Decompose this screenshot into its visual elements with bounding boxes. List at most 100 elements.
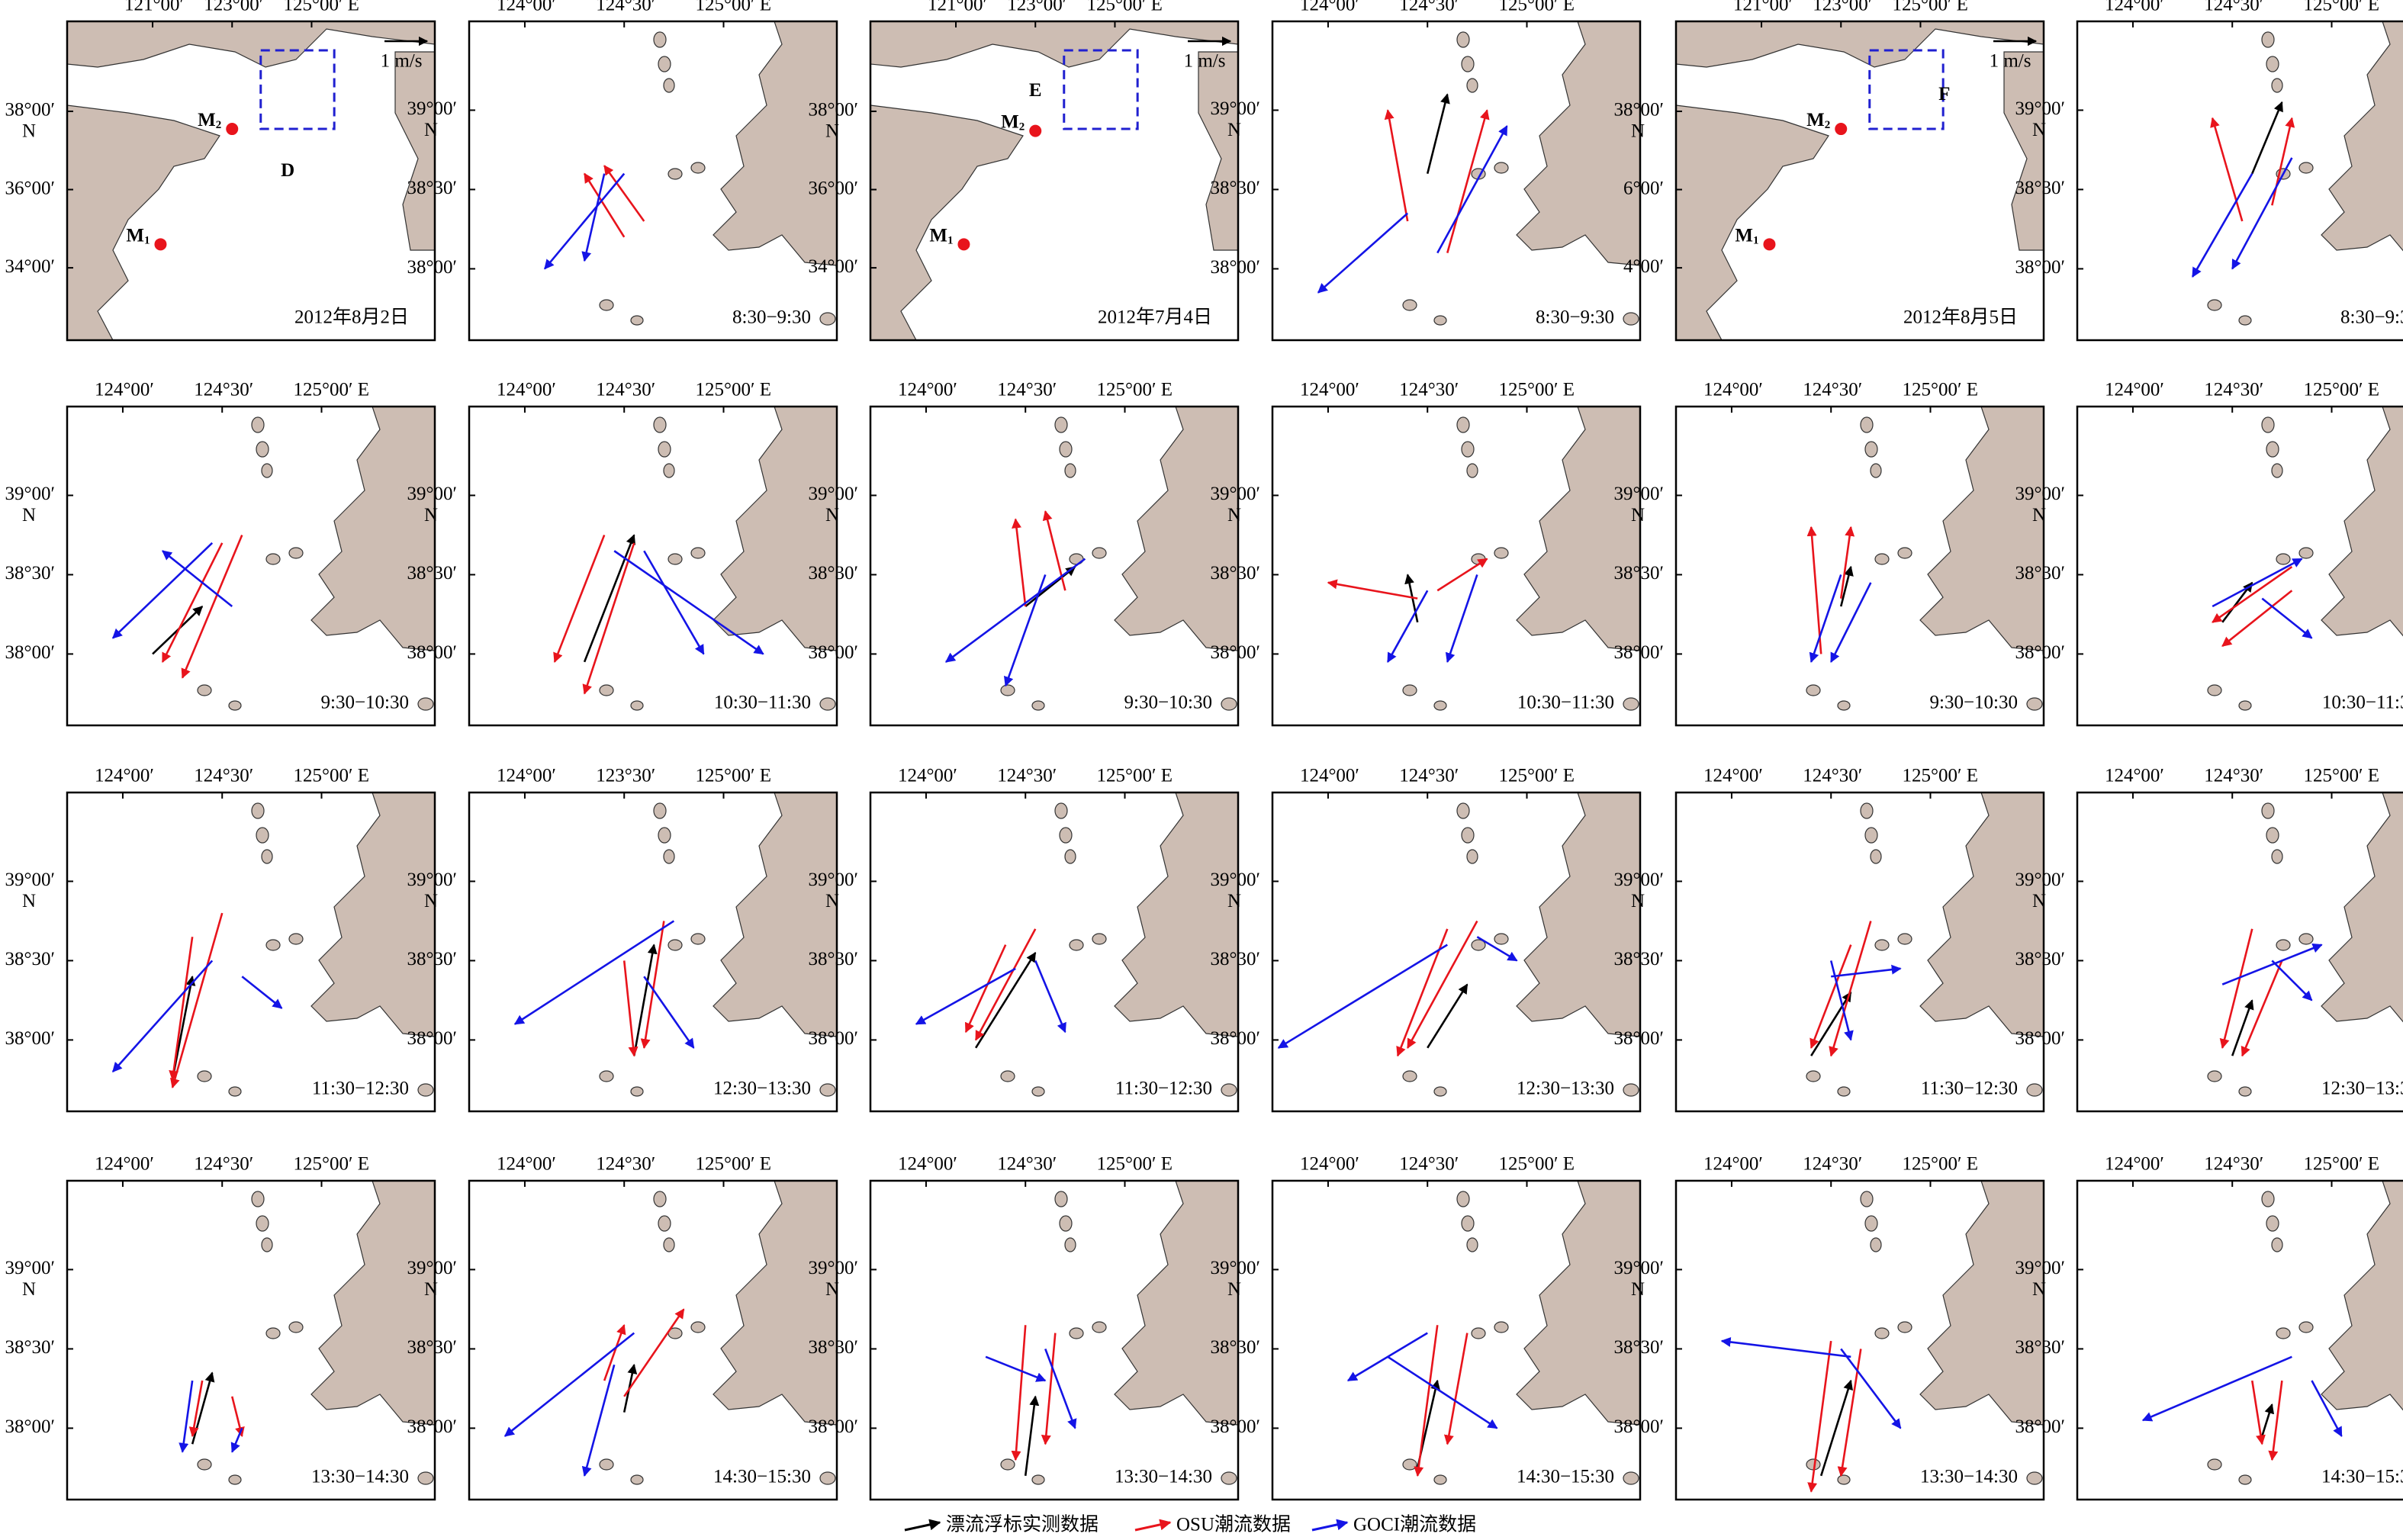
current-vector <box>643 550 705 655</box>
lon-tick-label: 121°00′ <box>928 0 987 15</box>
map-body <box>1806 407 2044 711</box>
lon-tick-label: 124°30′ <box>1399 380 1459 400</box>
lat-unit: N <box>22 891 36 911</box>
lon-tick-label: 124°00′ <box>2105 380 2164 400</box>
station-sub: 1 <box>1753 235 1759 247</box>
lon-tick-label: 124°30′ <box>1399 1154 1459 1175</box>
current-vector <box>553 534 606 664</box>
lat-unit: N <box>1631 121 1645 142</box>
lat-tick-label: 38°00′ <box>2015 1416 2065 1437</box>
station-label: M1 <box>1735 225 1758 247</box>
current-vector <box>181 534 243 679</box>
current-vector <box>623 1308 685 1397</box>
panel-label: 11:30−12:30 <box>1921 1079 2018 1099</box>
map-panel: 121°00′ 123°00′ 125°00′ E38°00′N36°00′34°0… <box>5 0 436 342</box>
current-vector <box>1386 590 1429 663</box>
lat-tick-label: 38°00′ <box>5 642 55 663</box>
current-vector <box>169 937 194 1081</box>
lon-tick-label: 125°00′ E <box>1498 380 1575 400</box>
frame <box>1674 20 2045 342</box>
panel-label: 8:30−9:30 <box>1536 307 1614 328</box>
lon-tick-label: 124°30′ <box>1803 1154 1862 1175</box>
lon-tick-label: 124°30′ <box>2204 380 2263 400</box>
current-vector <box>544 172 626 270</box>
current-vector <box>1042 510 1066 591</box>
current-vector <box>1414 1325 1439 1477</box>
current-vector <box>1317 212 1409 294</box>
panel-label: 9:30−10:30 <box>1124 693 1213 713</box>
lat-tick-label: 38°00′ <box>1614 642 1664 663</box>
lat-tick-label: 38°00′ <box>5 1416 55 1437</box>
lat-tick-label: 38°30′ <box>1211 949 1260 969</box>
map-panel: 124°00′ 124°30′ 125°00′ E39°00′N38°30′38°0… <box>1211 766 1642 1113</box>
lat-tick-label: 38°30′ <box>809 949 858 969</box>
panel-label: 9:30−10:30 <box>321 693 410 713</box>
lat-tick-label: 39°00′ <box>809 1258 858 1278</box>
lon-tick-label: 124°00′ <box>95 766 154 786</box>
lat-tick-label: 38°00′ <box>1211 1028 1260 1049</box>
map-panel: 124°00′ 124°30′ 125°00′ E39°00′N38°30′38°0… <box>809 380 1240 727</box>
lon-tick-label: 123°30′ <box>596 766 655 786</box>
station-name: M <box>1001 111 1019 132</box>
lat-tick-label: 39°00′ <box>1211 1258 1260 1278</box>
map-panel: 124°00′ 124°30′ 125°00′ E39°00′N38°30′38°0… <box>5 766 436 1113</box>
frame <box>869 405 1240 727</box>
lon-tick-label: 124°00′ <box>1300 766 1359 786</box>
current-vector <box>230 1396 245 1438</box>
station-label: M1 <box>929 225 953 247</box>
lat-tick-label: 39°00′ <box>1211 870 1260 890</box>
current-vector <box>2241 960 2283 1057</box>
current-vector <box>583 534 636 663</box>
lat-tick-label: 36°00′ <box>5 178 55 198</box>
lon-tick-label: 124°00′ <box>898 380 957 400</box>
lon-tick-label: 124°30′ <box>1803 380 1862 400</box>
station-name: M <box>198 110 216 130</box>
map-panel: 124°00′ 124°30′ 125°00′ E39°00′N38°30′38°0… <box>407 0 838 342</box>
frame <box>1271 405 1642 727</box>
lat-unit: N <box>1631 891 1645 911</box>
lon-tick-label: 121°00′ <box>1733 0 1793 15</box>
lon-tick-label: 125°00′ E <box>1902 766 1978 786</box>
lon-tick-label: 124°00′ <box>1300 380 1359 400</box>
frame <box>869 791 1240 1113</box>
lon-tick-label: 125°00′ E <box>2303 1154 2379 1175</box>
map-body <box>544 21 837 326</box>
current-vector <box>111 960 214 1072</box>
station-sub: 1 <box>144 235 150 247</box>
lat-tick-label: 38°00′ <box>1614 100 1664 121</box>
legend-label: 漂流浮标实测数据 <box>946 1514 1099 1535</box>
lat-unit: N <box>2032 505 2046 526</box>
map-panel: 124°00′ 124°30′ 125°00′ E39°00′N38°30′38°0… <box>1614 1154 2045 1501</box>
lat-tick-label: 38°00′ <box>2015 257 2065 278</box>
lon-tick-label: 123°00′ <box>1813 0 1872 15</box>
lon-tick-label: 124°00′ <box>2105 1154 2164 1175</box>
current-vector <box>1806 526 1822 654</box>
panel-label: 11:30−12:30 <box>1115 1079 1212 1099</box>
lat-tick-label: 38°00′ <box>407 1416 457 1437</box>
current-vector <box>1819 1379 1853 1477</box>
lat-tick-label: 36°00′ <box>809 178 858 198</box>
lat-tick-label: 39°00′ <box>2015 1258 2065 1278</box>
lat-tick-label: 38°00′ <box>1614 1028 1664 1049</box>
lat-tick-label: 38°30′ <box>1614 1337 1664 1358</box>
station-sub: 2 <box>1019 121 1025 133</box>
lat-tick-label: 39°00′ <box>407 484 457 504</box>
legend-arrow <box>904 1519 941 1532</box>
lat-tick-label: 38°00′ <box>809 1028 858 1049</box>
lat-tick-label: 38°30′ <box>2015 563 2065 584</box>
current-vector <box>944 558 1086 663</box>
lon-tick-label: 125°00′ E <box>1096 380 1173 400</box>
map-panel: 121°00′ 123°00′ 125°00′ E38°00′N36°00′34°0… <box>809 0 1240 342</box>
map-body <box>870 21 1238 340</box>
current-vector <box>2311 1380 2343 1437</box>
current-vector <box>584 172 626 238</box>
map-body <box>1720 1181 2044 1493</box>
lat-tick-label: 38°30′ <box>407 1337 457 1358</box>
lat-tick-label: 38°00′ <box>2015 642 2065 663</box>
station-name: M <box>1806 110 1825 130</box>
panel-label: 9:30−10:30 <box>1930 693 2019 713</box>
map-body <box>2207 407 2403 711</box>
lat-unit: N <box>1227 120 1241 140</box>
current-vector <box>2221 943 2323 985</box>
